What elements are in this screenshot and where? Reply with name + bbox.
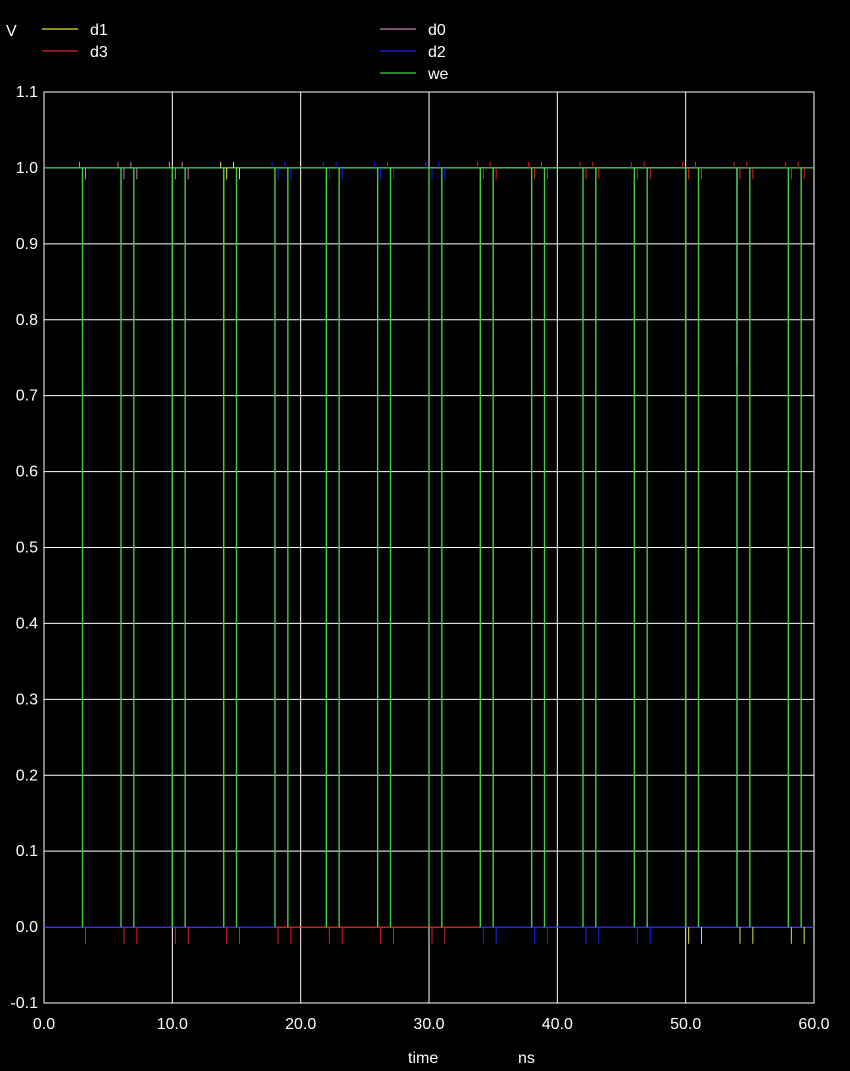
y-tick-label: 0.7	[16, 388, 38, 405]
legend-label-we: we	[427, 66, 449, 83]
x-tick-label: 20.0	[285, 1016, 316, 1033]
y-tick-label: 0.3	[16, 691, 38, 708]
x-axis-unit: ns	[518, 1050, 535, 1067]
x-axis-tick-labels: 0.0 10.0 20.0 30.0 40.0 50.0 60.0	[33, 1016, 830, 1033]
series-we	[44, 167, 814, 928]
x-tick-label: 30.0	[413, 1016, 444, 1033]
y-tick-label: 0.9	[16, 236, 38, 253]
y-tick-label: 0.1	[16, 843, 38, 860]
legend-label-d2: d2	[428, 44, 446, 61]
y-tick-label: -0.1	[10, 995, 38, 1012]
x-tick-label: 0.0	[33, 1016, 55, 1033]
y-tick-label: 0.5	[16, 540, 38, 557]
y-axis-label: V	[6, 23, 17, 40]
x-axis-label: time	[408, 1050, 438, 1067]
x-tick-label: 60.0	[798, 1016, 829, 1033]
y-tick-label: 1.1	[16, 84, 38, 101]
legend-label-d1: d1	[90, 22, 108, 39]
legend-label-d0: d0	[428, 22, 446, 39]
legend-label-d3: d3	[90, 44, 108, 61]
y-tick-label: 0.0	[16, 919, 38, 936]
legend: d1 d3 d0 d2 we	[42, 22, 449, 83]
waveform-traces	[44, 161, 814, 944]
y-tick-label: 0.6	[16, 464, 38, 481]
x-tick-label: 40.0	[542, 1016, 573, 1033]
y-tick-label: 0.4	[16, 615, 38, 632]
y-tick-label: 1.0	[16, 160, 38, 177]
x-tick-label: 10.0	[157, 1016, 188, 1033]
y-tick-label: 0.2	[16, 767, 38, 784]
switching-spikes	[79, 161, 805, 944]
y-tick-label: 0.8	[16, 312, 38, 329]
x-tick-label: 50.0	[670, 1016, 701, 1033]
y-axis-tick-labels: -0.1 0.0 0.1 0.2 0.3 0.4 0.5 0.6 0.7 0.8 0.9 1.0 1.1	[10, 84, 38, 1012]
